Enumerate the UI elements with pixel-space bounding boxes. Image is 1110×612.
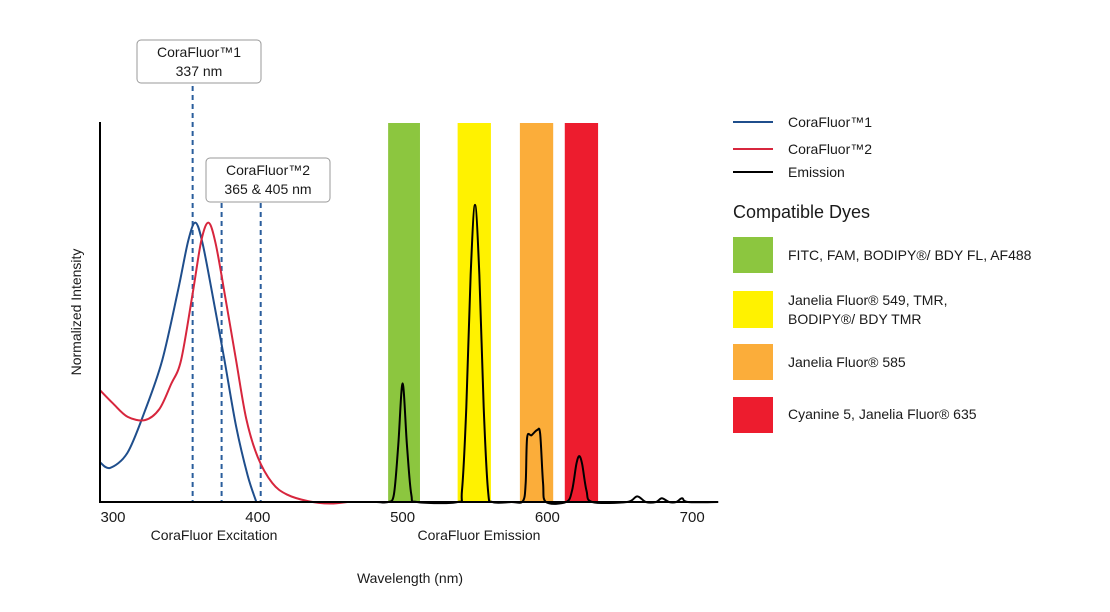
- legend-label-corafluor2: CoraFluor™2: [788, 141, 872, 157]
- legend-label-emission: Emission: [788, 164, 845, 180]
- corafluor1-curve: [99, 221, 258, 503]
- marker-lines: [191, 86, 262, 502]
- y-axis-label: Normalized Intensity: [68, 249, 84, 376]
- x-section-label-emission: CoraFluor Emission: [418, 527, 541, 543]
- dye-band-red: [564, 123, 599, 502]
- x-axis-label: Wavelength (nm): [357, 570, 463, 586]
- x-tick-labels: 300 400 500 600 700: [100, 509, 704, 526]
- dye-swatch-green: [733, 237, 773, 273]
- marker-label-corafluor2: CoraFluor™2 365 & 405 nm: [205, 157, 331, 203]
- svg-text:365 & 405 nm: 365 & 405 nm: [224, 181, 311, 197]
- marker-label-corafluor1: CoraFluor™1 337 nm: [136, 39, 262, 84]
- dye-label-yellow-line1: Janelia Fluor® 549, TMR,: [788, 292, 947, 308]
- x-tick-label-600: 600: [535, 509, 560, 526]
- legend: CoraFluor™1 CoraFluor™2 Emission Compati…: [733, 114, 1032, 433]
- x-section-label-excitation: CoraFluor Excitation: [151, 527, 278, 543]
- x-tick-label-400: 400: [245, 509, 270, 526]
- dye-swatch-yellow: [733, 291, 773, 328]
- dye-bands: [388, 123, 599, 502]
- x-tick-label-500: 500: [390, 509, 415, 526]
- legend-label-corafluor1: CoraFluor™1: [788, 114, 872, 130]
- dye-band-orange: [519, 123, 554, 502]
- dye-swatch-red: [733, 397, 773, 433]
- dye-label-red: Cyanine 5, Janelia Fluor® 635: [788, 406, 977, 422]
- svg-text:CoraFluor™1: CoraFluor™1: [157, 44, 241, 60]
- dye-label-yellow-line2: BODIPY®/ BDY TMR: [788, 311, 922, 327]
- dye-band-green: [388, 123, 420, 502]
- compatible-dyes-heading: Compatible Dyes: [733, 202, 870, 222]
- dye-label-green: FITC, FAM, BODIPY®/ BDY FL, AF488: [788, 247, 1032, 263]
- svg-text:CoraFluor™2: CoraFluor™2: [226, 162, 310, 178]
- dye-swatch-orange: [733, 344, 773, 380]
- svg-text:337 nm: 337 nm: [176, 63, 223, 79]
- dye-label-orange: Janelia Fluor® 585: [788, 354, 906, 370]
- corafluor2-curve: [99, 221, 348, 505]
- x-tick-label-700: 700: [680, 509, 705, 526]
- x-tick-label-300: 300: [100, 509, 125, 526]
